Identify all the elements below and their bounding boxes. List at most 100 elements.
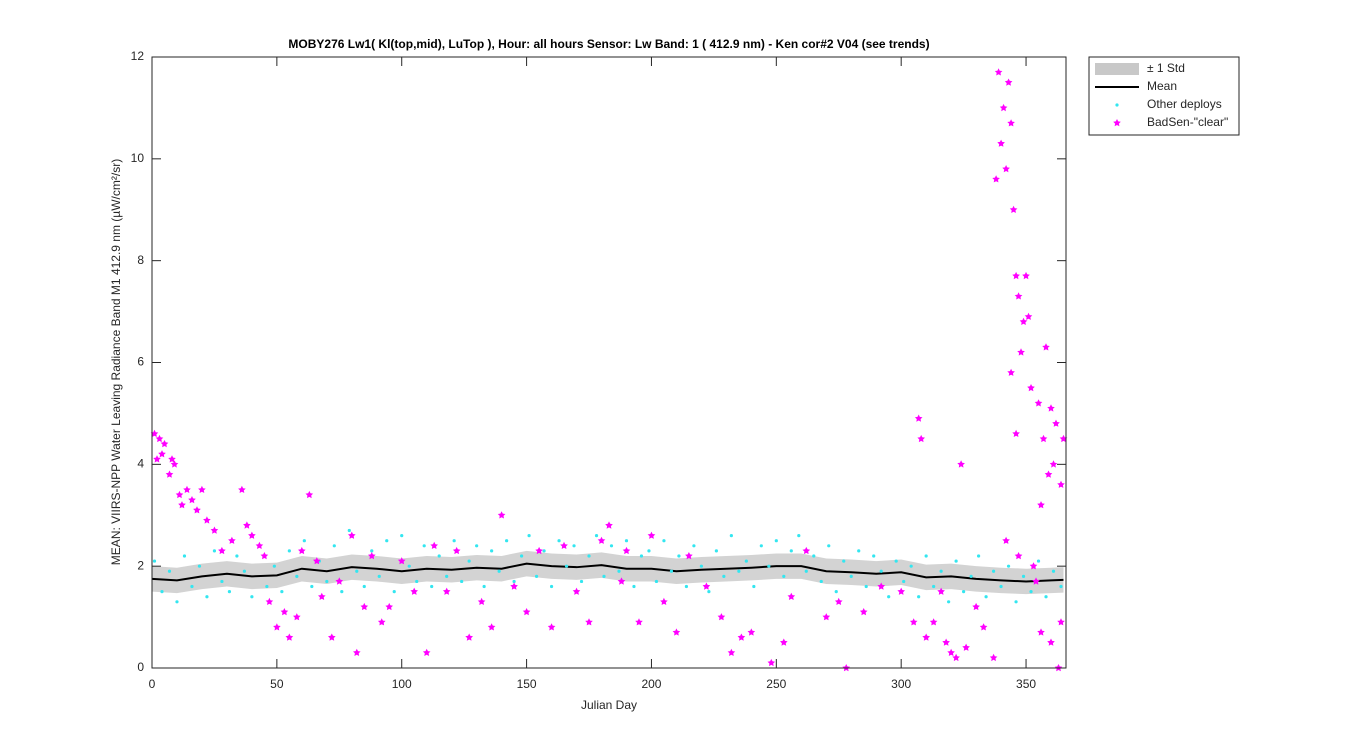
other-deploy-point	[722, 574, 726, 578]
legend-label: BadSen-"clear"	[1147, 115, 1228, 129]
badsen-point	[150, 429, 159, 437]
badsen-point	[198, 485, 206, 493]
other-deploy-point	[617, 569, 621, 573]
other-deploy-point	[662, 539, 666, 543]
x-axis-label: Julian Day	[581, 698, 637, 712]
other-deploy-point	[669, 569, 674, 573]
badsen-point	[1059, 434, 1068, 443]
plot-area	[150, 68, 1068, 672]
badsen-point	[997, 139, 1005, 147]
badsen-point	[947, 648, 955, 656]
badsen-point	[1049, 460, 1058, 468]
other-deploy-point	[1059, 584, 1063, 589]
badsen-point	[937, 587, 945, 595]
other-deploy-point	[932, 584, 936, 589]
badsen-point	[298, 546, 306, 555]
other-deploy-point	[175, 600, 179, 604]
badsen-point	[767, 658, 776, 667]
badsen-point	[635, 618, 643, 626]
other-deploy-point	[347, 528, 351, 533]
badsen-point	[737, 633, 746, 641]
other-deploy-point	[355, 569, 359, 573]
other-deploy-point	[167, 569, 172, 573]
other-deploy-point	[557, 539, 561, 543]
badsen-point	[747, 628, 756, 636]
other-deploy-point	[759, 544, 763, 548]
badsen-point	[1037, 501, 1045, 509]
other-deploy-point	[654, 579, 659, 584]
badsen-point	[385, 602, 393, 611]
x-tick-label: 300	[891, 677, 911, 691]
badsen-point	[660, 597, 668, 605]
badsen-point	[717, 613, 726, 621]
other-deploy-point	[714, 549, 718, 553]
other-deploy-point	[587, 554, 591, 558]
legend-swatch	[1115, 103, 1119, 107]
badsen-point	[305, 490, 314, 499]
y-tick-label: 8	[137, 253, 144, 267]
badsen-point	[452, 546, 461, 555]
badsen-point	[952, 653, 960, 662]
badsen-point	[360, 602, 369, 611]
badsen-point	[617, 577, 626, 585]
other-deploy-point	[362, 584, 366, 589]
badsen-point	[942, 638, 950, 646]
badsen-point	[560, 541, 568, 549]
other-deploy-point	[737, 569, 741, 573]
other-deploy-point	[475, 544, 479, 548]
badsen-point	[442, 587, 451, 595]
badsen-point	[158, 450, 166, 458]
other-deploy-point	[827, 544, 831, 548]
legend: ± 1 Std Mean Other deploys BadSen-"clear"	[1095, 61, 1228, 129]
badsen-point	[1002, 536, 1010, 544]
badsen-point	[647, 531, 656, 539]
other-deploy-point	[789, 549, 793, 553]
other-deploy-point	[197, 564, 202, 568]
badsen-point	[897, 587, 905, 595]
badsen-point	[989, 653, 998, 662]
y-tick-label: 0	[137, 660, 144, 674]
badsen-point	[605, 521, 613, 529]
x-tick-label: 200	[641, 677, 661, 691]
other-deploy-point	[564, 564, 569, 568]
other-deploy-point	[482, 584, 486, 589]
other-deploy-point	[1036, 559, 1041, 563]
badsen-point	[497, 511, 506, 519]
other-deploy-point	[295, 574, 299, 578]
other-deploy-point	[602, 574, 606, 578]
badsen-point	[727, 648, 736, 656]
x-tick-label: 50	[270, 677, 284, 691]
other-deploy-point	[152, 559, 157, 563]
x-tick-label: 0	[149, 677, 156, 691]
badsen-point	[1017, 348, 1025, 356]
badsen-point	[1044, 470, 1053, 478]
badsen-point	[572, 587, 581, 595]
other-deploy-point	[220, 579, 224, 584]
other-deploy-point	[782, 574, 786, 578]
chart-title: MOBY276 Lw1( Kl(top,mid), LuTop ), Hour:…	[288, 37, 929, 51]
other-deploy-point	[460, 579, 464, 584]
other-deploy-point	[991, 569, 996, 573]
badsen-point	[313, 557, 321, 565]
badsen-point	[377, 618, 386, 626]
other-deploy-point	[332, 544, 336, 548]
badsen-point	[922, 633, 930, 641]
other-deploy-point	[1029, 590, 1033, 594]
other-deploy-point	[707, 590, 711, 594]
badsen-point	[243, 521, 251, 529]
x-tick-label: 150	[517, 677, 537, 691]
other-deploy-point	[632, 584, 636, 589]
other-deploy-point	[774, 539, 778, 543]
other-deploy-point	[849, 574, 853, 578]
badsen-point	[1052, 419, 1060, 427]
badsen-point	[547, 623, 556, 631]
other-deploy-point	[984, 595, 988, 599]
badsen-point	[1014, 292, 1023, 300]
legend-label: Other deploys	[1147, 97, 1222, 111]
other-deploy-point	[624, 539, 629, 543]
badsen-point	[585, 618, 593, 626]
std-band	[152, 550, 1064, 595]
badsen-point	[702, 582, 711, 590]
other-deploy-point	[205, 595, 209, 599]
